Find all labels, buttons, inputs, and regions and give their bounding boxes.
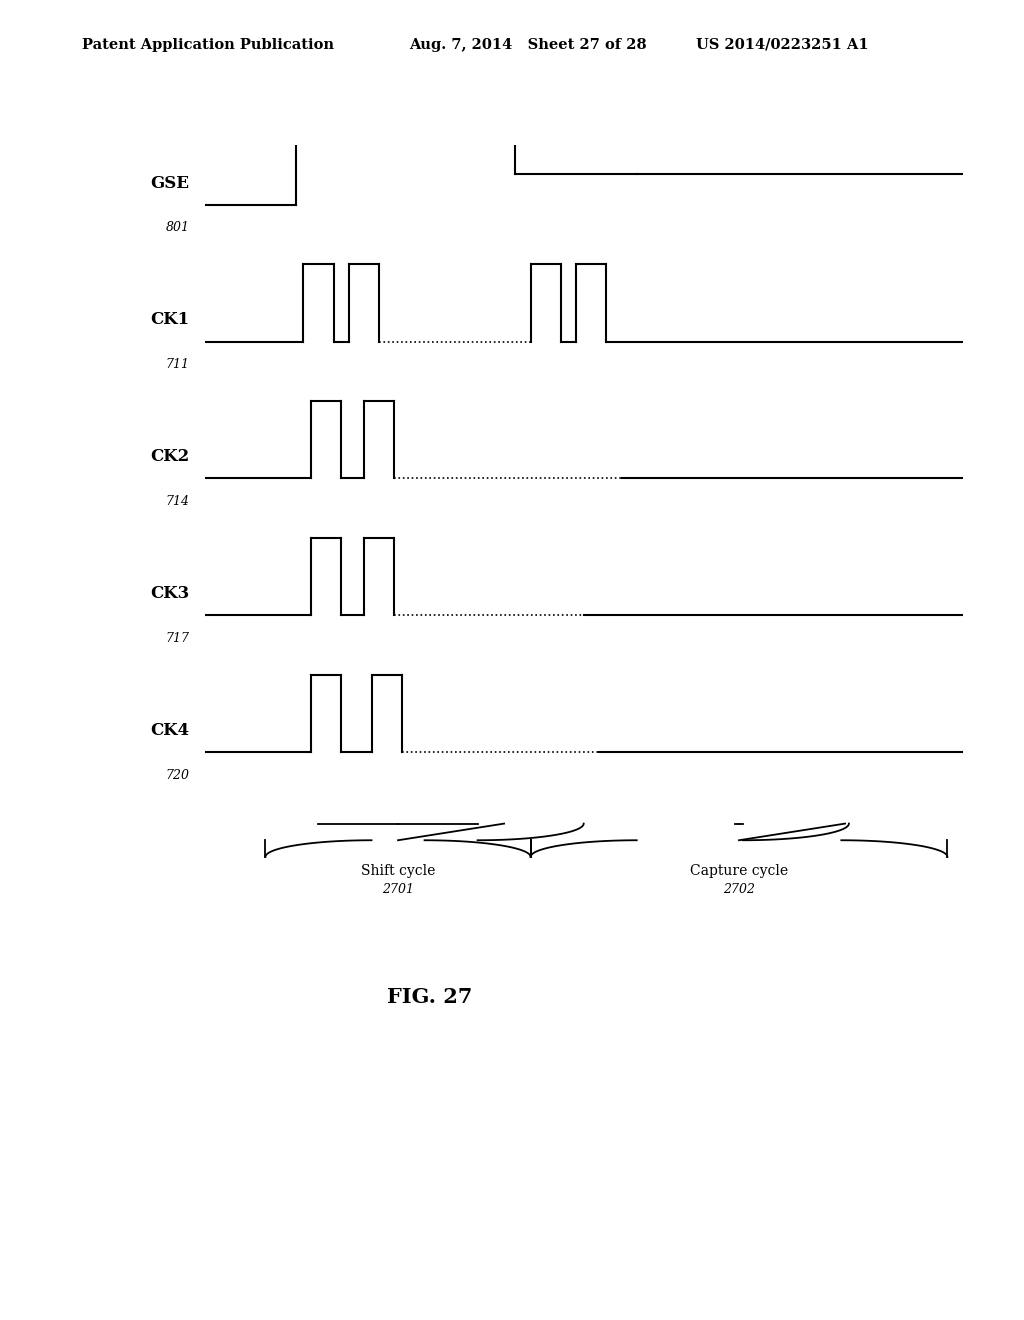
Text: 714: 714: [166, 495, 189, 508]
Text: GSE: GSE: [151, 174, 189, 191]
Text: Shift cycle: Shift cycle: [360, 865, 435, 878]
Text: 720: 720: [166, 768, 189, 781]
Text: Capture cycle: Capture cycle: [690, 865, 788, 878]
Text: Aug. 7, 2014   Sheet 27 of 28: Aug. 7, 2014 Sheet 27 of 28: [410, 38, 647, 51]
Text: 2702: 2702: [723, 883, 755, 896]
Text: 801: 801: [166, 222, 189, 235]
Text: 2701: 2701: [382, 883, 414, 896]
Text: Patent Application Publication: Patent Application Publication: [82, 38, 334, 51]
Text: 717: 717: [166, 632, 189, 645]
Text: CK2: CK2: [151, 449, 189, 465]
Text: US 2014/0223251 A1: US 2014/0223251 A1: [696, 38, 869, 51]
Text: CK1: CK1: [151, 312, 189, 329]
Text: CK4: CK4: [151, 722, 189, 739]
Text: 711: 711: [166, 358, 189, 371]
Text: FIG. 27: FIG. 27: [387, 986, 473, 1007]
Text: CK3: CK3: [151, 585, 189, 602]
